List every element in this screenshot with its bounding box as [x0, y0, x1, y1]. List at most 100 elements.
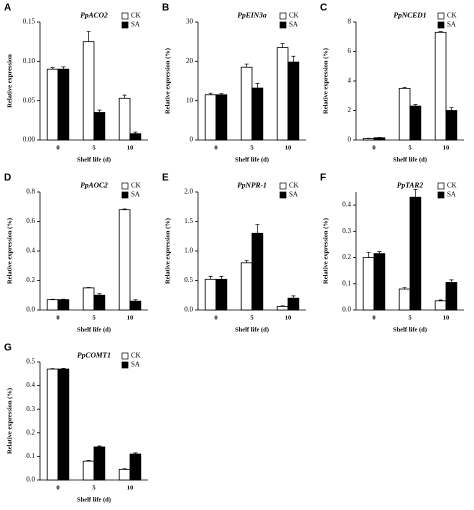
y-tick-label: 0.1 [26, 452, 35, 460]
y-axis-label: Relative expression [6, 54, 13, 108]
x-tick-label: 0 [214, 314, 217, 321]
error-bar [377, 251, 382, 254]
x-axis-label: Shelf life (d) [77, 326, 111, 333]
panel: F PpTAR2 0.0 0.1 0.2 0.3 0.4 Relative expressio… [320, 173, 464, 333]
panel: A PpACO2 0.00 0.05 0.10 0.15 Relative expressi… [4, 3, 148, 163]
error-bar [50, 67, 55, 70]
error-bar [255, 224, 260, 234]
bar [398, 87, 411, 141]
legend-label: CK [131, 352, 141, 360]
y-tick-label: 0.1 [342, 279, 351, 287]
bar [82, 41, 95, 141]
error-bar [61, 66, 66, 70]
error-bar [208, 276, 213, 280]
legend-swatch [437, 12, 445, 20]
y-tick-label: 2 [348, 106, 352, 114]
legend-swatch [121, 12, 129, 20]
legend-swatch [279, 12, 287, 20]
error-bar [61, 368, 66, 370]
bar [251, 232, 264, 311]
error-bar [449, 107, 454, 111]
y-tick-label: 0.2 [26, 276, 35, 284]
panel: E PpNPR-1 0.0 0.5 1.0 1.5 2.0 Relative expressi… [162, 173, 306, 333]
error-bar [97, 293, 102, 296]
y-tick-label: 0.3 [342, 227, 351, 235]
panel: B PpEIN3a 0 10 20 30 Relative expression (%) Sh… [162, 3, 306, 163]
y-tick-label: 2.0 [184, 188, 193, 196]
y-tick-label: 0.4 [26, 381, 35, 389]
y-tick-label: 6 [348, 47, 352, 55]
x-tick-label: 0 [56, 314, 59, 321]
error-bar [402, 287, 407, 290]
error-bar [122, 468, 127, 470]
y-tick-label: 0.4 [26, 247, 35, 255]
y-tick-label: 0 [190, 136, 194, 144]
x-tick-label: 5 [250, 314, 254, 321]
y-axis-label: Relative expression (%) [6, 218, 13, 284]
y-tick-label: 0.8 [26, 188, 35, 196]
x-axis-label: Shelf life (d) [393, 156, 427, 163]
legend-label: SA [289, 191, 298, 199]
panel: G PpCOMT1 0.0 0.1 0.2 0.3 0.4 0.5 Relative expre… [4, 343, 148, 503]
panel-label: A [4, 3, 11, 14]
y-tick-label: 4 [348, 77, 352, 85]
bar [118, 468, 131, 481]
error-bar [291, 295, 296, 299]
chart-title: PpEIN3a [237, 11, 266, 20]
bar [287, 297, 300, 311]
legend-swatch [121, 352, 129, 360]
bar [215, 278, 228, 311]
bar [240, 262, 253, 311]
error-bar [255, 83, 260, 89]
error-bar [244, 63, 249, 68]
chart-title: PpTAR2 [397, 181, 424, 190]
bar [445, 282, 458, 311]
legend-swatch [437, 21, 445, 29]
y-tick-label: 0.4 [342, 201, 351, 209]
y-tick-label: 0.3 [26, 405, 35, 413]
x-tick-label: 10 [285, 314, 292, 321]
chart-title: PpNPR-1 [237, 181, 267, 190]
bar [46, 299, 59, 311]
x-tick-label: 5 [408, 314, 412, 321]
y-axis-label: Relative expression (%) [164, 218, 171, 284]
legend-swatch [437, 182, 445, 190]
x-tick-label: 0 [56, 144, 59, 151]
y-tick-label: 0.15 [23, 18, 36, 26]
bar [93, 294, 106, 311]
bar [129, 300, 142, 311]
panel-label: F [320, 173, 326, 184]
y-axis-label: Relative expression (%) [322, 48, 329, 114]
panel-label: C [320, 3, 327, 14]
legend-swatch [279, 191, 287, 199]
error-bar [291, 55, 296, 63]
legend-swatch [121, 191, 129, 199]
bar [409, 105, 422, 141]
bar [276, 47, 289, 141]
y-tick-label: 0.2 [26, 428, 35, 436]
x-tick-label: 10 [127, 314, 134, 321]
error-bar [122, 208, 127, 210]
chart-title: PpNCED1 [394, 11, 427, 20]
y-tick-label: 30 [186, 18, 194, 26]
panel-label: D [4, 173, 11, 184]
legend-label: CK [131, 182, 141, 190]
error-bar [413, 189, 418, 198]
panel-label: B [162, 3, 169, 14]
bar [434, 31, 447, 141]
y-axis-label: Relative expression (%) [322, 218, 329, 284]
error-bar [133, 299, 138, 302]
error-bar [133, 452, 138, 455]
y-tick-label: 0.10 [23, 57, 36, 65]
legend-swatch [279, 21, 287, 29]
y-tick-label: 0.2 [342, 253, 351, 261]
chart-title: PpAOC2 [80, 181, 108, 190]
x-tick-label: 5 [92, 144, 96, 151]
error-bar [280, 305, 285, 307]
x-tick-label: 10 [127, 144, 134, 151]
x-tick-label: 10 [443, 144, 450, 151]
x-tick-label: 0 [56, 484, 59, 491]
bar [362, 138, 375, 141]
y-tick-label: 0.0 [184, 306, 193, 314]
bar [118, 97, 131, 141]
